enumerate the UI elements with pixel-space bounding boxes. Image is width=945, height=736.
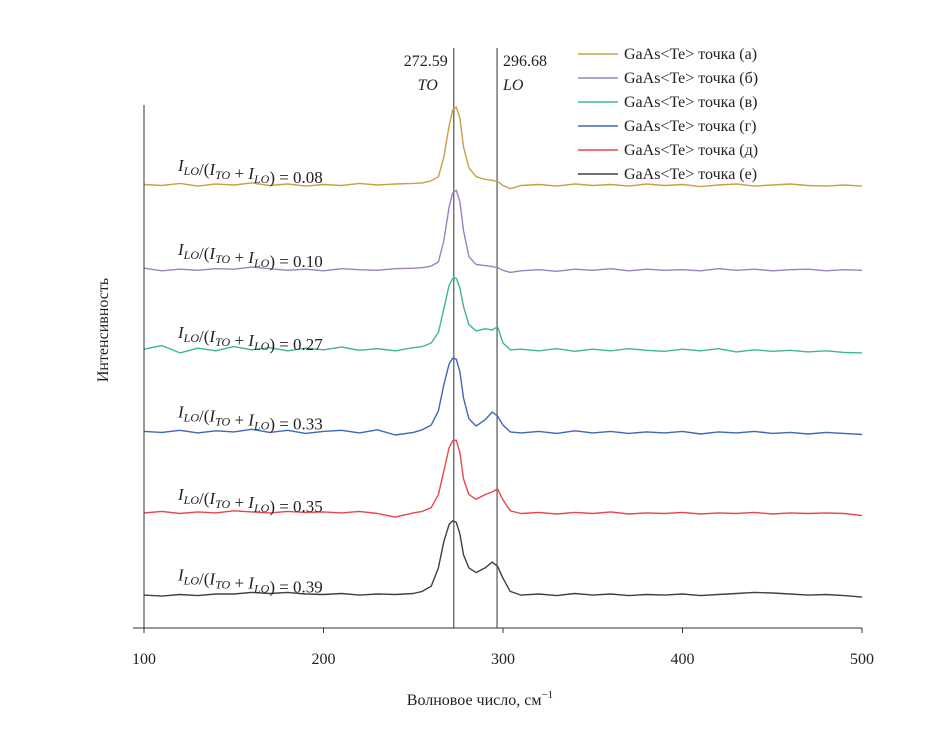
legend-entry: GaAs<Te> точка (а) [624, 46, 757, 63]
ratio-annotations: ILO/(ITO + ILO) = 0.08 ILO/(ITO + ILO) = … [177, 156, 323, 597]
legend-entry: GaAs<Te> точка (в) [624, 94, 758, 111]
vline-value-label: 296.68 [503, 53, 547, 70]
x-tick-label: 200 [312, 651, 336, 668]
ratio-annotation: ILO/(ITO + ILO) = 0.10 [177, 240, 323, 271]
legend-entry: GaAs<Te> точка (е) [624, 166, 757, 183]
x-axis-label: Волновое число, см−1 [407, 689, 553, 709]
x-tick-label: 300 [491, 651, 515, 668]
ratio-annotation: ILO/(ITO + ILO) = 0.08 [177, 156, 323, 187]
series-line-1 [143, 189, 863, 274]
mode-lines: 272.59 TO 296.68 LO [404, 48, 547, 628]
x-tick-label: 100 [132, 651, 156, 668]
ratio-annotation: ILO/(ITO + ILO) = 0.33 [177, 402, 323, 433]
legend-entry: GaAs<Te> точка (б) [624, 70, 758, 87]
x-axis-label-exponent: −1 [541, 689, 553, 701]
series-line-2 [143, 277, 863, 354]
series-line-4 [143, 439, 863, 518]
legend-entry: GaAs<Te> точка (д) [624, 142, 758, 159]
series-line-3 [143, 357, 863, 436]
ratio-annotation: ILO/(ITO + ILO) = 0.39 [177, 565, 323, 596]
series-line-0 [143, 106, 863, 190]
x-axis-label-text: Волновое число, см [407, 692, 542, 709]
series-line-5 [143, 520, 863, 598]
series-lines [143, 106, 863, 598]
x-ticks: 100 200 300 400 500 [132, 628, 874, 668]
legend: GaAs<Te> точка (а) GaAs<Te> точка (б) GaAs… [578, 46, 758, 183]
x-tick-label: 400 [671, 651, 695, 668]
y-axis-label: Интенсивность [95, 278, 112, 382]
legend-entry: GaAs<Te> точка (г) [624, 118, 757, 135]
ratio-annotation: ILO/(ITO + ILO) = 0.35 [177, 485, 323, 516]
vline-mode-label: TO [418, 77, 439, 94]
vline-mode-label: LO [502, 77, 524, 94]
vline-value-label: 272.59 [404, 53, 448, 70]
ratio-annotation: ILO/(ITO + ILO) = 0.27 [177, 323, 323, 354]
x-tick-label: 500 [850, 651, 874, 668]
